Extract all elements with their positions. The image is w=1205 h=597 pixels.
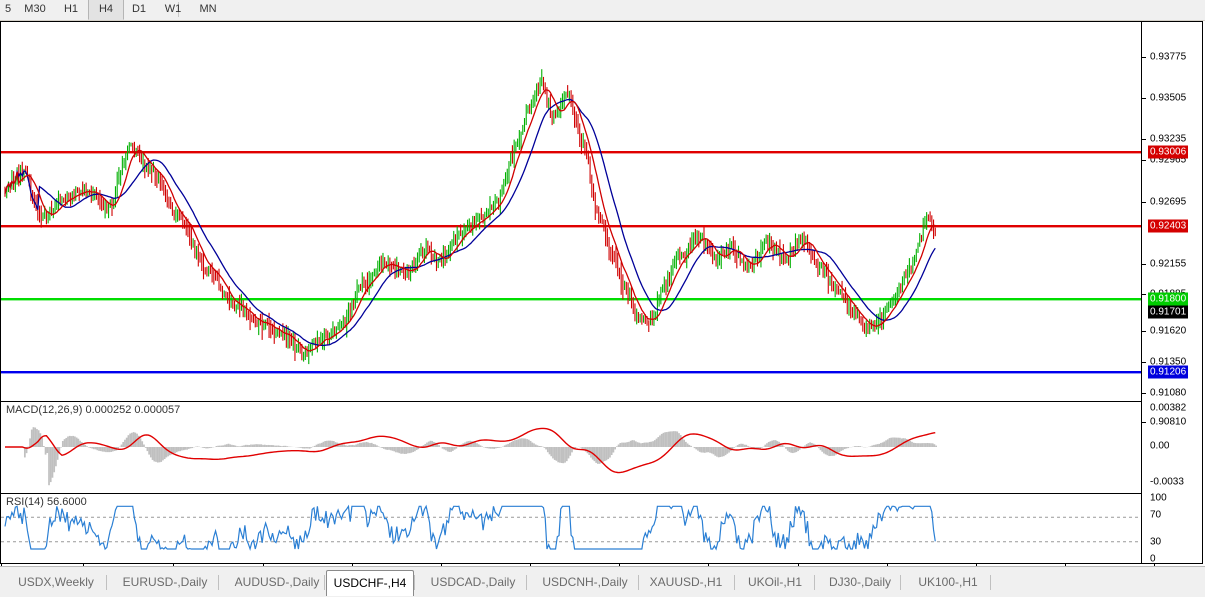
rsi-scale-label: 30	[1150, 537, 1161, 548]
price-tick	[1142, 294, 1146, 295]
price-tick	[1142, 331, 1146, 332]
symbol-tab-uk100h1[interactable]: UK100-,H1	[906, 570, 990, 594]
symbol-tab-xauusdh1[interactable]: XAUUSD-,H1	[642, 570, 730, 594]
macd-scale-label: 0.00382	[1150, 403, 1186, 414]
timeframe-m30[interactable]: M30	[16, 0, 54, 19]
price-tick	[1142, 57, 1146, 58]
resistance-label-2: 0.92403	[1148, 220, 1188, 233]
timeframe-w1[interactable]: W1	[156, 0, 190, 19]
price-tick-label: 0.90810	[1150, 417, 1186, 428]
support-label-blue: 0.91206	[1148, 366, 1188, 379]
price-tick	[1142, 264, 1146, 265]
symbol-tab-audusddaily[interactable]: AUDUSD-,Daily	[222, 570, 332, 594]
price-tick-label: 0.93775	[1150, 52, 1186, 63]
macd-scale-label: -0.0033	[1150, 477, 1184, 488]
price-tick	[1142, 139, 1146, 140]
symbol-tab-usdchfh4[interactable]: USDCHF-,H4	[326, 570, 414, 596]
timeframe-h4[interactable]: H4	[88, 0, 124, 20]
timeframe-5[interactable]: 5	[0, 0, 16, 19]
current-price-label: 0.91701	[1148, 306, 1188, 319]
symbol-tab-ukoilh1[interactable]: UKOil-,H1	[736, 570, 814, 594]
tab-divider	[106, 575, 107, 590]
price-tick	[1142, 422, 1146, 423]
price-tick	[1142, 160, 1146, 161]
support-label-green: 0.91800	[1148, 293, 1188, 306]
tab-divider	[814, 575, 815, 590]
price-tick-label: 0.92155	[1150, 259, 1186, 270]
price-tick	[1142, 362, 1146, 363]
timeframe-h1[interactable]: H1	[54, 0, 88, 19]
macd-pane[interactable]: MACD(12,26,9) 0.000252 0.000057	[1, 401, 1141, 493]
symbol-tab-usdcaddaily[interactable]: USDCAD-,Daily	[418, 570, 528, 594]
price-bars-up	[7, 69, 927, 364]
price-tick	[1142, 393, 1146, 394]
price-tick-label: 0.93505	[1150, 93, 1186, 104]
symbol-tab-dj30daily[interactable]: DJ30-,Daily	[818, 570, 902, 594]
macd-label: MACD(12,26,9) 0.000252 0.000057	[6, 404, 180, 416]
macd-scale-label: 0.00	[1150, 441, 1169, 452]
price-plot	[1, 22, 1141, 400]
price-tick-label: 0.92695	[1150, 197, 1186, 208]
symbol-tab-usdxweekly[interactable]: USDX,Weekly	[8, 570, 104, 594]
tab-divider	[414, 575, 415, 590]
price-tick	[1142, 98, 1146, 99]
price-tick-label: 0.91080	[1150, 388, 1186, 399]
rsi-plot	[1, 494, 1141, 563]
macd-histogram	[24, 427, 937, 485]
timeframe-mn[interactable]: MN	[190, 0, 226, 19]
rsi-label: RSI(14) 56.6000	[6, 496, 87, 508]
tab-divider	[990, 575, 991, 590]
rsi-pane[interactable]: RSI(14) 56.6000	[1, 493, 1141, 564]
resistance-label-1: 0.93006	[1148, 146, 1188, 159]
price-tick-label: 0.93235	[1150, 134, 1186, 145]
price-tick-label: 0.91620	[1150, 326, 1186, 337]
price-pane[interactable]	[1, 22, 1141, 400]
symbol-tab-eurusddaily[interactable]: EURUSD-,Daily	[110, 570, 220, 594]
timeframe-d1[interactable]: D1	[122, 0, 156, 19]
tab-divider	[734, 575, 735, 590]
chart-window: USDCHF-,H4 0.91697 0.91701 0.91697 0.917…	[0, 21, 1203, 564]
rsi-scale-label: 100	[1150, 493, 1167, 504]
price-tick	[1142, 202, 1146, 203]
rsi-scale-label: 70	[1150, 510, 1161, 521]
price-bars-down	[5, 77, 935, 361]
symbol-tab-usdcnhdaily[interactable]: USDCNH-,Daily	[530, 570, 640, 594]
